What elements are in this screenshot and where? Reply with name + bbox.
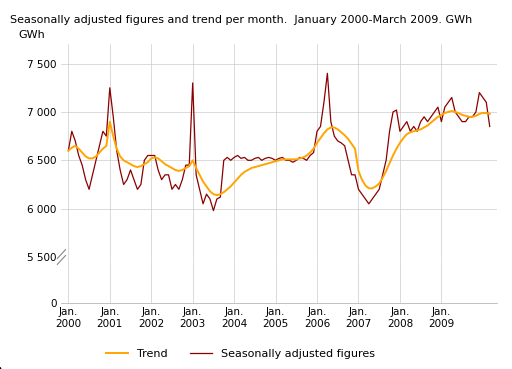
Legend: Trend, Seasonally adjusted figures: Trend, Seasonally adjusted figures	[102, 344, 379, 363]
Line: Seasonally adjusted figures: Seasonally adjusted figures	[68, 73, 490, 211]
Trend	[65, 148, 71, 153]
Seasonally adjusted figures	[252, 156, 258, 161]
Text: GWh: GWh	[18, 30, 45, 40]
Line: Trend: Trend	[68, 111, 490, 195]
Trend	[106, 120, 113, 124]
Seasonally adjusted figures	[65, 148, 71, 153]
Seasonally adjusted figures	[324, 71, 330, 76]
Trend	[411, 129, 417, 134]
Seasonally adjusted figures	[90, 173, 96, 177]
Trend	[186, 164, 193, 168]
Trend	[114, 146, 120, 151]
Seasonally adjusted figures	[210, 208, 217, 213]
Trend	[449, 109, 455, 113]
Trend	[252, 165, 258, 169]
Trend	[90, 156, 96, 161]
Seasonally adjusted figures	[487, 124, 493, 129]
Seasonally adjusted figures	[186, 163, 193, 168]
Seasonally adjusted figures	[414, 129, 420, 134]
Text: Seasonally adjusted figures and trend per month.  January 2000-March 2009. GWh: Seasonally adjusted figures and trend pe…	[10, 15, 473, 25]
Seasonally adjusted figures	[106, 86, 113, 90]
Trend	[487, 112, 493, 116]
Trend	[214, 193, 220, 197]
Seasonally adjusted figures	[114, 148, 120, 153]
